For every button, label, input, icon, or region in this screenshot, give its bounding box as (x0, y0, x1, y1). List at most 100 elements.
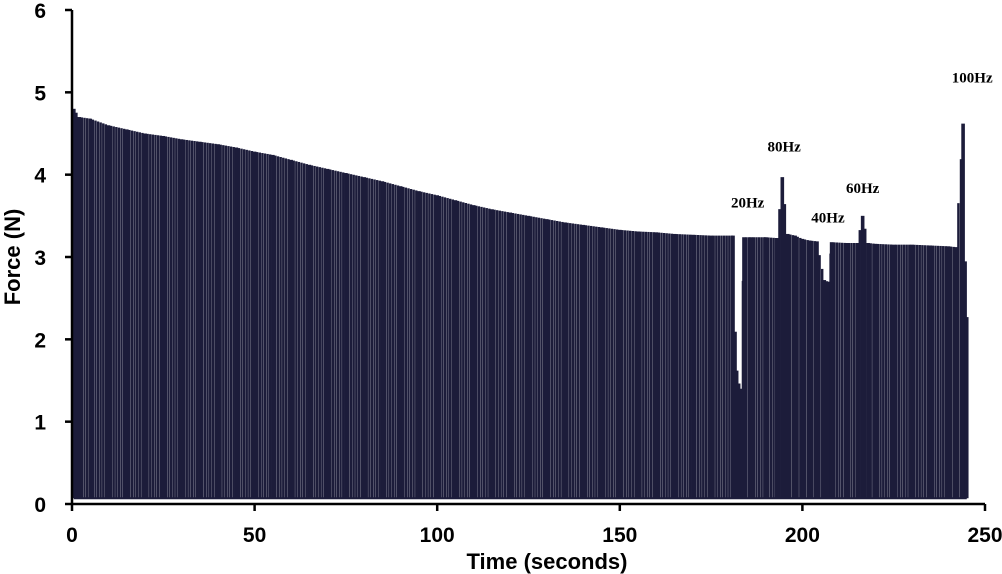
trace-segment (433, 194, 436, 499)
trace-segment (256, 152, 259, 499)
trace-segment (506, 212, 509, 499)
data-point (618, 229, 622, 499)
trace-segment (480, 206, 483, 499)
trace-segment (915, 244, 919, 499)
data-point (271, 154, 275, 499)
trace-segment (422, 192, 426, 499)
data-point (508, 212, 513, 499)
trace-segment (485, 208, 488, 499)
trace-segment (840, 242, 844, 499)
trace-segment (185, 139, 188, 499)
trace-segment (295, 161, 298, 499)
trace-segment (923, 245, 927, 499)
data-point (738, 388, 743, 499)
trace-segment (498, 210, 501, 499)
trace-segment (936, 245, 940, 499)
trace-segment (712, 235, 715, 499)
trace-segment (297, 161, 301, 499)
y-tick-label: 5 (34, 82, 46, 105)
x-tick-label: 150 (602, 524, 637, 547)
data-point (826, 281, 830, 499)
trace-segment (707, 235, 710, 499)
trace-segment (579, 224, 582, 499)
trace-segment (459, 201, 462, 499)
trace-segment (897, 244, 901, 499)
frequency-label: 60Hz (846, 181, 880, 197)
trace-segment (769, 237, 773, 499)
trace-segment (154, 134, 157, 499)
trace-segment (615, 229, 619, 499)
trace-segment (284, 158, 288, 499)
trace-segment (889, 244, 893, 499)
trace-segment (177, 138, 181, 499)
trace-segment (167, 136, 170, 499)
trace-segment (99, 122, 102, 499)
trace-segment (420, 191, 423, 499)
trace-segment (250, 151, 254, 499)
data-point (691, 234, 695, 499)
data-point (822, 280, 827, 499)
trace-segment (75, 112, 78, 499)
trace-segment (266, 153, 269, 499)
trace-segment (675, 234, 679, 499)
data-point (734, 370, 739, 499)
data-point (307, 164, 312, 499)
data-point (780, 177, 785, 499)
trace-segment (626, 230, 629, 499)
trace-segment (833, 242, 836, 499)
trace-segment (232, 147, 235, 499)
trace-segment (334, 170, 337, 499)
trace-segment (475, 205, 478, 499)
trace-segment (694, 234, 697, 499)
trace-segment (621, 230, 624, 499)
trace-segment (926, 245, 929, 499)
trace-segment (141, 132, 144, 499)
trace-segment (952, 246, 955, 499)
trace-segment (443, 197, 447, 499)
trace-segment (501, 211, 504, 499)
trace-segment (686, 234, 689, 499)
trace-segment (610, 228, 614, 499)
data-point (844, 243, 849, 499)
data-point (793, 235, 797, 499)
trace-segment (469, 204, 473, 499)
trace-segment (182, 139, 186, 499)
x-tick-label: 200 (785, 524, 820, 547)
trace-segment (847, 243, 851, 499)
y-tick-label: 4 (34, 165, 46, 188)
trace-segment (644, 231, 648, 499)
trace-segment (430, 194, 434, 499)
trace-segment (80, 117, 84, 499)
y-tick-label: 1 (34, 412, 46, 435)
trace-segment (589, 225, 593, 499)
trace-segment (190, 140, 194, 499)
trace-segment (696, 235, 700, 499)
trace-segment (757, 237, 761, 499)
data-point (953, 247, 958, 499)
trace-segment (109, 125, 113, 499)
trace-segment (605, 228, 608, 499)
trace-segment (357, 175, 361, 499)
trace-segment (629, 230, 632, 499)
trace-segment (219, 144, 222, 499)
trace-segment (931, 245, 935, 499)
trace-segment (467, 203, 470, 499)
trace-segment (592, 226, 595, 499)
trace-segment (540, 218, 543, 499)
trace-segment (835, 242, 839, 499)
x-tick-label: 50 (243, 524, 266, 547)
trace-segment (647, 231, 650, 499)
trace-segment (699, 235, 702, 499)
data-point (866, 243, 870, 499)
trace-segment (85, 118, 89, 499)
trace-segment (211, 143, 215, 499)
trace-segment (584, 225, 588, 499)
trace-segment (850, 243, 853, 499)
data-point (891, 244, 896, 499)
trace-segment (188, 140, 191, 499)
trace-segment (704, 235, 708, 499)
trace-segment (159, 135, 162, 499)
trace-segment (138, 132, 141, 499)
data-point (775, 238, 779, 499)
data-point (161, 135, 166, 499)
